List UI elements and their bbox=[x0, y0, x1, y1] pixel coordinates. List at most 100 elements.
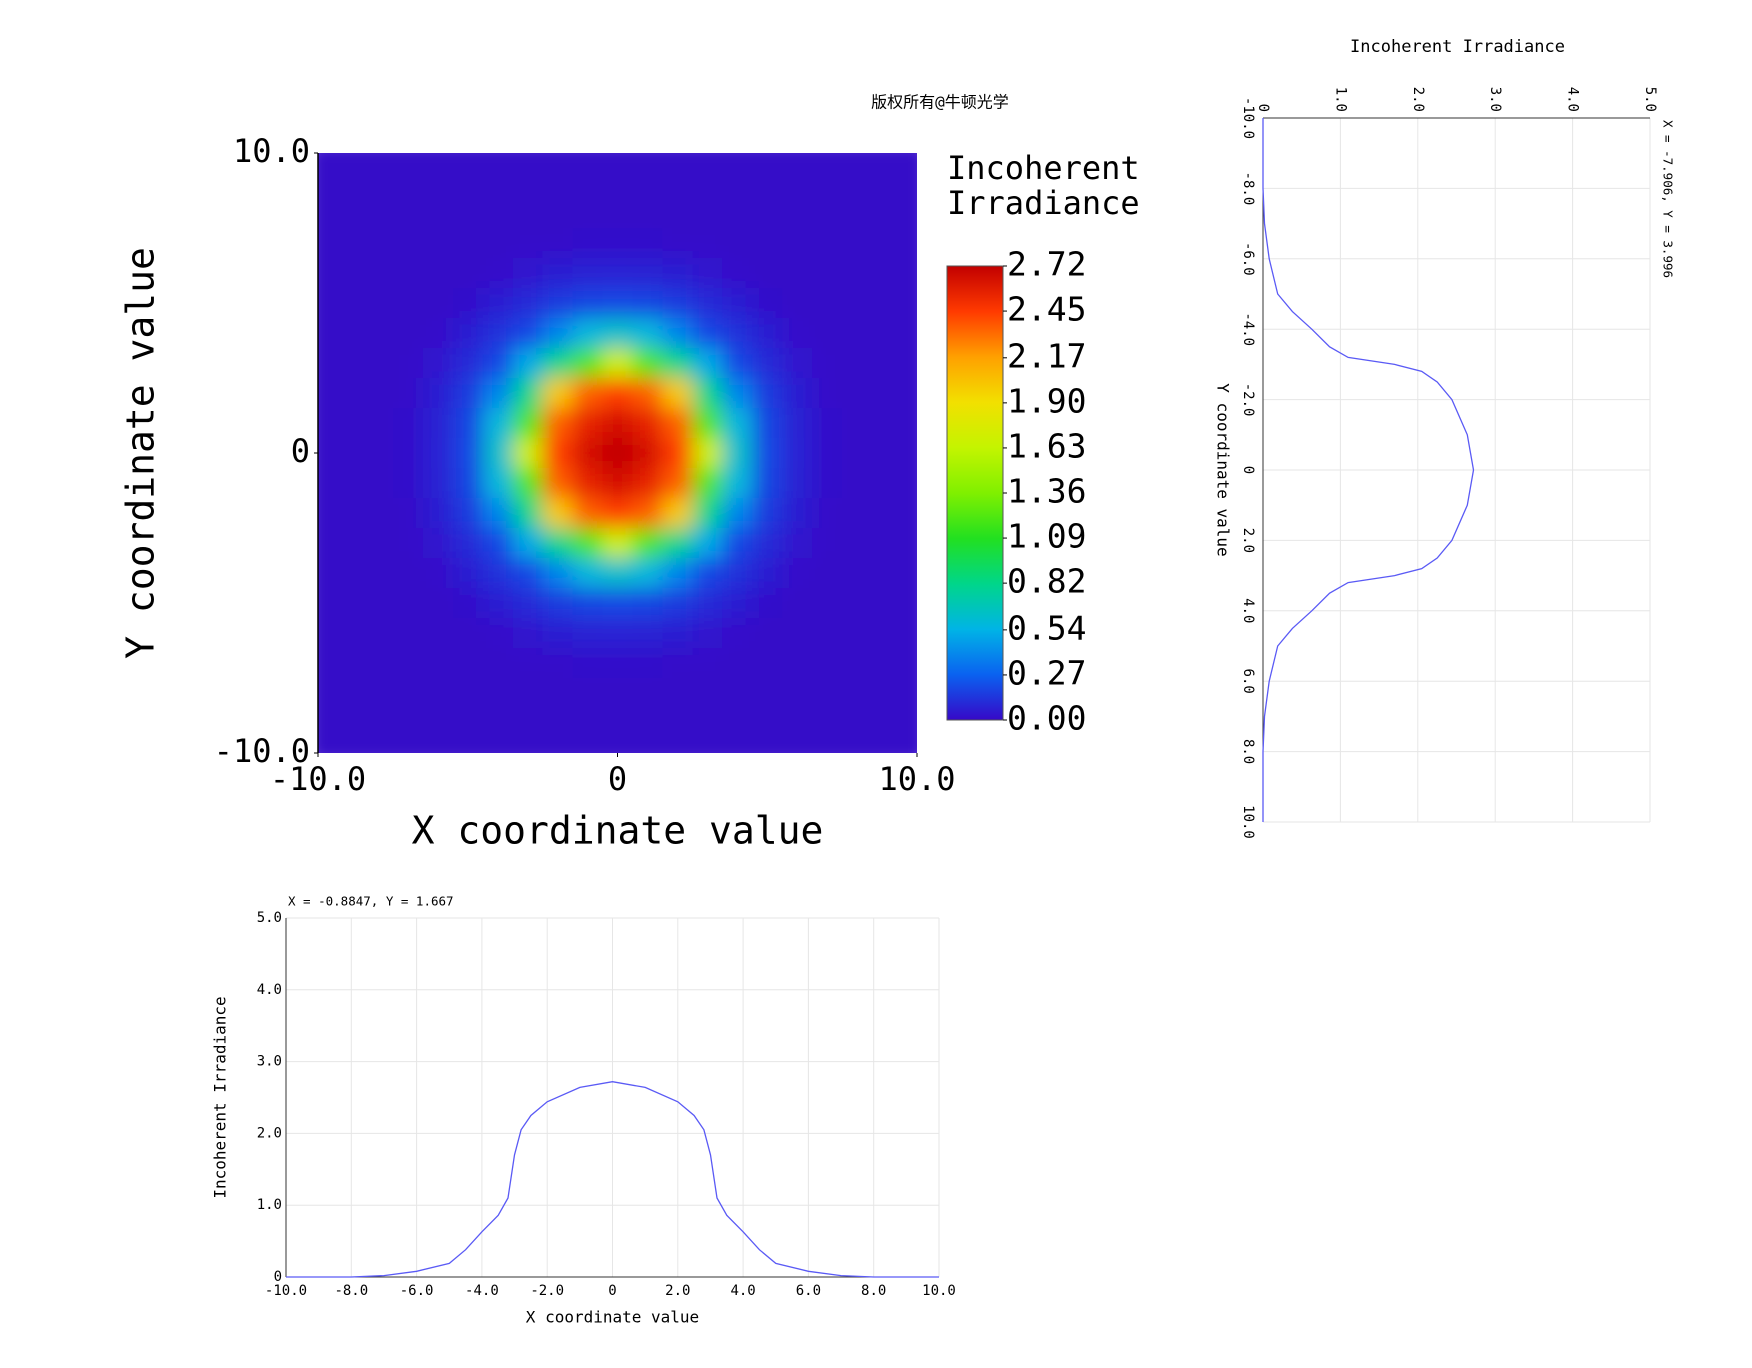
heatmap-cell bbox=[392, 258, 424, 289]
heatmap-cell bbox=[632, 678, 664, 709]
heatmap-cell bbox=[812, 618, 843, 649]
heatmap-cell bbox=[782, 228, 813, 259]
colorbar-title: Irradiance bbox=[947, 184, 1140, 222]
heatmap-cell bbox=[452, 468, 484, 499]
y-tick-label: 5.0 bbox=[257, 910, 282, 926]
heatmap-cell bbox=[482, 558, 514, 589]
heatmap-cell bbox=[722, 258, 753, 289]
heatmap-cell bbox=[902, 153, 917, 169]
heatmap-cell bbox=[722, 288, 753, 319]
heatmap-cell bbox=[392, 618, 424, 649]
heatmap-cell bbox=[812, 348, 843, 379]
x-tick-label: 0 bbox=[608, 760, 627, 798]
colorbar-tick-label: 0.00 bbox=[1007, 699, 1086, 738]
heatmap-cell bbox=[318, 228, 334, 259]
heatmap-cell bbox=[422, 558, 454, 589]
heatmap-cell bbox=[452, 198, 484, 229]
heatmap-cell bbox=[722, 168, 753, 199]
colorbar-tick-label: 0.82 bbox=[1007, 562, 1086, 601]
y-coord-tick-label: -6.0 bbox=[1240, 242, 1256, 276]
heatmap-cell bbox=[842, 468, 873, 499]
heatmap-cell bbox=[392, 318, 424, 349]
heatmap-cell bbox=[542, 378, 574, 409]
heatmap-cell bbox=[752, 618, 783, 649]
heatmap-cell bbox=[632, 618, 664, 649]
heatmap-cell bbox=[332, 438, 364, 469]
y-tick-label: 0 bbox=[274, 1269, 282, 1285]
heatmap-cell bbox=[452, 258, 484, 289]
heatmap-cell bbox=[692, 738, 723, 753]
heatmap-cell bbox=[332, 348, 364, 379]
heatmap-cell bbox=[752, 468, 783, 499]
heatmap-cell bbox=[452, 618, 484, 649]
value-tick-label: 0 bbox=[1255, 104, 1271, 112]
heatmap-cell bbox=[812, 198, 843, 229]
heatmap-cell bbox=[482, 588, 514, 619]
heatmap-cell bbox=[362, 408, 394, 439]
heatmap-cell bbox=[572, 348, 604, 379]
x-tick-label: 4.0 bbox=[730, 1283, 755, 1299]
heatmap-cell bbox=[902, 288, 917, 319]
y-axis-label: Incoherent Irradiance bbox=[211, 996, 230, 1198]
heatmap-cell bbox=[422, 528, 454, 559]
heatmap-cell bbox=[512, 738, 544, 753]
heatmap-cell bbox=[752, 288, 783, 319]
y-coord-tick-label: -2.0 bbox=[1240, 383, 1256, 417]
heatmap-cell bbox=[872, 708, 903, 739]
heatmap-cell bbox=[452, 438, 484, 469]
heatmap-cell bbox=[542, 738, 574, 753]
heatmap-cell bbox=[902, 228, 917, 259]
heatmap-cell bbox=[722, 228, 753, 259]
heatmap-cell bbox=[362, 258, 394, 289]
colorbar-tick-label: 2.72 bbox=[1007, 245, 1086, 284]
heatmap-cell bbox=[542, 408, 574, 439]
heatmap-cell bbox=[842, 168, 873, 199]
heatmap-cell bbox=[662, 468, 693, 499]
value-tick-label: 4.0 bbox=[1565, 87, 1581, 112]
y-coord-tick-label: -4.0 bbox=[1240, 312, 1256, 346]
heatmap-cell bbox=[318, 408, 334, 439]
heatmap-cell bbox=[318, 438, 334, 469]
heatmap-cell bbox=[842, 528, 873, 559]
heatmap-cell bbox=[902, 438, 917, 469]
heatmap-cell bbox=[722, 558, 753, 589]
heatmap-cell bbox=[692, 408, 723, 439]
heatmap-cell bbox=[662, 738, 693, 753]
heatmap-cell bbox=[752, 678, 783, 709]
heatmap-cell bbox=[662, 288, 693, 319]
heatmap-cell bbox=[512, 408, 544, 439]
heatmap-cell bbox=[782, 288, 813, 319]
heatmap-cell bbox=[572, 588, 604, 619]
heatmap-cell bbox=[318, 153, 334, 169]
heatmap-cell bbox=[332, 528, 364, 559]
heatmap-cell bbox=[872, 153, 903, 169]
x-tick-label: 8.0 bbox=[861, 1283, 886, 1299]
heatmap-cell bbox=[812, 378, 843, 409]
x-tick-label: 0 bbox=[608, 1283, 616, 1299]
heatmap-cell bbox=[632, 558, 664, 589]
heatmap-cell bbox=[632, 438, 664, 469]
heatmap-cell bbox=[572, 738, 604, 753]
heatmap-cell bbox=[782, 498, 813, 529]
heatmap-cell bbox=[332, 378, 364, 409]
heatmap-cell bbox=[602, 738, 634, 753]
heatmap-cell bbox=[812, 708, 843, 739]
heatmap-cell bbox=[542, 288, 574, 319]
heatmap-cell bbox=[318, 378, 334, 409]
heatmap-cell bbox=[422, 618, 454, 649]
heatmap-cell bbox=[632, 198, 664, 229]
heatmap-cell bbox=[318, 258, 334, 289]
heatmap-cell bbox=[422, 153, 454, 169]
heatmap-cell bbox=[872, 228, 903, 259]
heatmap-cell bbox=[572, 708, 604, 739]
x-axis-label: X coordinate value bbox=[412, 809, 824, 853]
heatmap-cell bbox=[632, 408, 664, 439]
heatmap-cell bbox=[542, 438, 574, 469]
heatmap-cell bbox=[752, 348, 783, 379]
heatmap-cell bbox=[842, 618, 873, 649]
heatmap-cell bbox=[812, 528, 843, 559]
heatmap-cell bbox=[482, 738, 514, 753]
heatmap-cell bbox=[782, 588, 813, 619]
y-tick-label: 10.0 bbox=[233, 132, 310, 170]
heatmap-cell bbox=[632, 153, 664, 169]
